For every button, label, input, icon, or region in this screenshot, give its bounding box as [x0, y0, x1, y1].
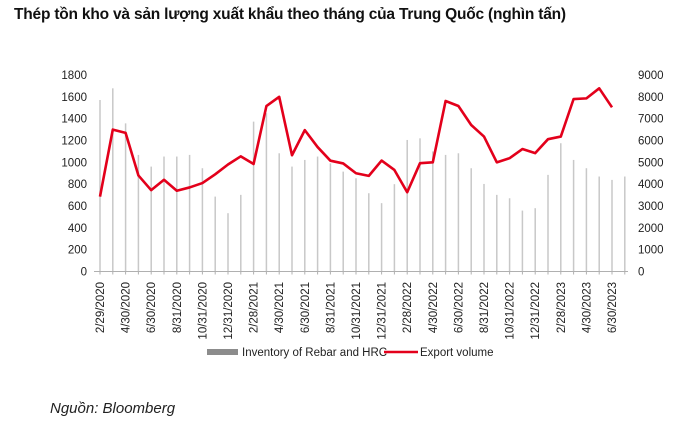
inventory-bar [99, 99, 101, 272]
inventory-bar [112, 88, 114, 272]
x-axis-tick-label: 4/30/2021 [274, 282, 286, 333]
inventory-bar [227, 213, 229, 272]
left-axis-tick-label: 0 [81, 267, 87, 279]
chart-title: Thép tồn kho và sản lượng xuất khẩu theo… [14, 6, 566, 23]
left-axis-tick-label: 1000 [61, 157, 87, 169]
right-axis-tick-label: 5000 [638, 157, 664, 169]
left-axis-tick-label: 800 [68, 179, 87, 191]
inventory-bar [265, 113, 268, 272]
inventory-bar [278, 153, 280, 272]
inventory-bar [304, 159, 306, 272]
inventory-bar [457, 153, 460, 272]
inventory-bar [598, 176, 600, 272]
x-axis-tick-label: 8/31/2021 [325, 282, 337, 333]
legend-swatch-inventory [207, 349, 238, 355]
x-axis-tick-label: 2/28/2022 [402, 282, 414, 333]
inventory-bar [176, 156, 178, 272]
inventory-bar [188, 154, 191, 272]
x-axis-tick-label: 6/30/2021 [300, 282, 312, 333]
inventory-bar [291, 166, 293, 272]
inventory-bar [380, 203, 383, 272]
inventory-bar [483, 183, 485, 272]
x-axis-tick-label: 4/30/2023 [581, 282, 593, 333]
left-axis-tick-label: 600 [68, 201, 87, 213]
inventory-bar [560, 143, 562, 272]
right-axis-tick-label: 9000 [638, 70, 664, 82]
inventory-bar [432, 151, 434, 272]
right-axis-tick-label: 6000 [638, 136, 664, 148]
inventory-bar [585, 168, 588, 272]
inventory-bar [547, 174, 549, 272]
right-axis-tick-label: 1000 [638, 245, 664, 257]
x-axis-tick-label: 2/28/2021 [249, 282, 261, 333]
right-axis-tick-label: 3000 [638, 201, 664, 213]
x-axis-tick-label: 10/31/2020 [197, 282, 209, 340]
left-axis-tick-label: 1800 [61, 70, 87, 82]
inventory-bar [508, 198, 511, 272]
left-axis-tick-label: 200 [68, 245, 87, 257]
inventory-bar [534, 208, 536, 272]
x-axis-tick-label: 10/31/2021 [351, 282, 363, 340]
inventory-bar [252, 121, 255, 272]
inventory-bar [124, 123, 127, 272]
inventory-bar [240, 194, 242, 272]
inventory-bar [163, 156, 165, 272]
left-axis-tick-label: 1400 [61, 114, 87, 126]
right-axis-tick-label: 7000 [638, 114, 664, 126]
right-axis-tick-label: 2000 [638, 223, 664, 235]
left-axis-tick-label: 1600 [61, 92, 87, 104]
x-axis-tick-label: 10/31/2022 [505, 282, 517, 340]
inventory-bar [342, 171, 344, 272]
x-axis-tick-label: 6/30/2023 [607, 282, 619, 333]
inventory-bar [444, 154, 447, 272]
source-note: Nguồn: Bloomberg [50, 400, 176, 417]
x-axis-tick-label: 2/29/2020 [95, 282, 107, 333]
x-axis-tick-label: 4/30/2022 [428, 282, 440, 333]
x-axis-tick-label: 4/30/2020 [121, 282, 133, 333]
x-axis-tick-label: 12/31/2020 [223, 282, 235, 340]
right-axis-tick-label: 8000 [638, 92, 664, 104]
inventory-bar [406, 139, 408, 272]
inventory-bar [355, 178, 357, 272]
inventory-bar [611, 179, 613, 272]
inventory-bar [470, 168, 472, 272]
left-axis-tick-label: 400 [68, 223, 87, 235]
left-axis-tick-label: 1200 [61, 136, 87, 148]
x-axis-tick-label: 12/31/2022 [530, 282, 542, 340]
inventory-bar [496, 194, 498, 272]
inventory-bar [624, 176, 626, 272]
x-axis-tick-label: 8/31/2020 [172, 282, 184, 333]
inventory-bar [521, 210, 524, 272]
inventory-bar [572, 159, 575, 272]
legend-label-export: Export volume [420, 347, 494, 359]
inventory-bar [393, 184, 396, 272]
legend-label-inventory: Inventory of Rebar and HRC [242, 347, 387, 359]
inventory-bar [316, 156, 319, 272]
inventory-bar [150, 166, 152, 272]
inventory-bar [214, 196, 216, 272]
inventory-bar [201, 168, 204, 272]
inventory-bar [419, 138, 421, 272]
x-axis-tick-label: 8/31/2022 [479, 282, 491, 333]
x-axis-tick-label: 2/28/2023 [556, 282, 568, 333]
inventory-bar [137, 154, 140, 272]
x-axis-tick-label: 6/30/2020 [146, 282, 158, 333]
inventory-bar [329, 163, 332, 272]
x-axis-tick-label: 6/30/2022 [453, 282, 465, 333]
right-axis-tick-label: 0 [638, 267, 644, 279]
x-axis-tick-label: 12/31/2021 [377, 282, 389, 340]
right-axis-tick-label: 4000 [638, 179, 664, 191]
inventory-bar [368, 193, 370, 272]
